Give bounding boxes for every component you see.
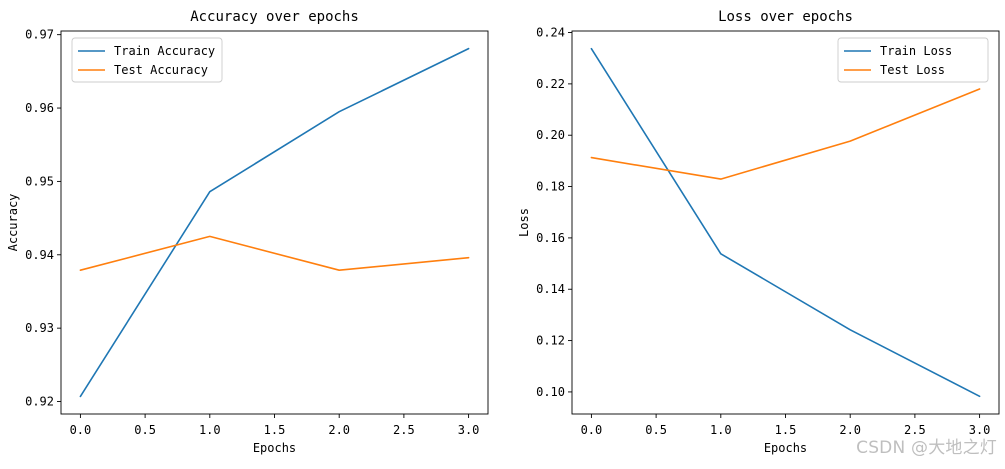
series-line-train-accuracy — [79, 47, 470, 398]
x-tick-label: 2.5 — [904, 423, 926, 437]
legend-box — [837, 37, 989, 83]
x-tick-label: 0.5 — [134, 423, 156, 437]
legend-label: Train Loss — [880, 44, 952, 58]
y-tick-label: 0.93 — [25, 321, 54, 335]
y-tick-label: 0.22 — [536, 77, 565, 91]
series-line-test-loss — [590, 88, 981, 180]
chart-title: Accuracy over epochs — [190, 9, 359, 25]
y-tick-label: 0.12 — [536, 334, 565, 348]
chart-1: Accuracy over epochs 0.0 0.5 1.0 1.5 2.0 2.5 3.… — [6, 9, 489, 455]
plot-frame — [571, 30, 1000, 415]
y-tick-label: 0.18 — [536, 180, 565, 194]
legend: Train Loss Test Loss — [837, 37, 989, 83]
x-tick-label: 2.0 — [328, 423, 350, 437]
y-tick-label: 0.14 — [536, 282, 565, 296]
x-tick-label: 2.0 — [839, 423, 861, 437]
x-tick-label: 0.5 — [645, 423, 667, 437]
x-axis-label: Epochs — [764, 441, 807, 455]
plot-frame — [60, 30, 489, 415]
y-tick-label: 0.92 — [25, 395, 54, 409]
chart-title: Loss over epochs — [718, 9, 853, 25]
x-tick-label: 0.0 — [581, 423, 603, 437]
x-tick-label: 1.0 — [199, 423, 221, 437]
y-tick-label: 0.96 — [25, 101, 54, 115]
y-axis-label: Loss — [517, 208, 531, 237]
x-tick-label: 3.0 — [969, 423, 991, 437]
legend-box — [71, 37, 223, 83]
legend: Train Accuracy Test Accuracy — [71, 37, 223, 83]
x-tick-label: 1.5 — [264, 423, 286, 437]
y-tick-label: 0.95 — [25, 174, 54, 188]
y-tick-label: 0.97 — [25, 28, 54, 42]
legend-label: Test Accuracy — [114, 63, 208, 77]
chart-2: Loss over epochs 0.0 0.5 1.0 1.5 2.0 2.5 3.0 0.1… — [517, 9, 1000, 455]
series-line-test-accuracy — [79, 235, 470, 272]
y-tick-label: 0.24 — [536, 26, 565, 40]
y-axis-label: Accuracy — [6, 194, 20, 252]
y-tick-label: 0.94 — [25, 248, 54, 262]
x-tick-label: 1.0 — [710, 423, 732, 437]
x-tick-label: 3.0 — [458, 423, 480, 437]
x-tick-label: 1.5 — [775, 423, 797, 437]
legend-label: Test Loss — [880, 63, 945, 77]
watermark: CSDN @大地之灯 — [856, 438, 997, 458]
y-tick-label: 0.10 — [536, 385, 565, 399]
y-tick-label: 0.20 — [536, 128, 565, 142]
series-line-train-loss — [590, 47, 981, 398]
legend-label: Train Accuracy — [114, 44, 215, 58]
x-tick-label: 2.5 — [393, 423, 415, 437]
x-axis-label: Epochs — [253, 441, 296, 455]
y-tick-label: 0.16 — [536, 231, 565, 245]
x-tick-label: 0.0 — [70, 423, 92, 437]
